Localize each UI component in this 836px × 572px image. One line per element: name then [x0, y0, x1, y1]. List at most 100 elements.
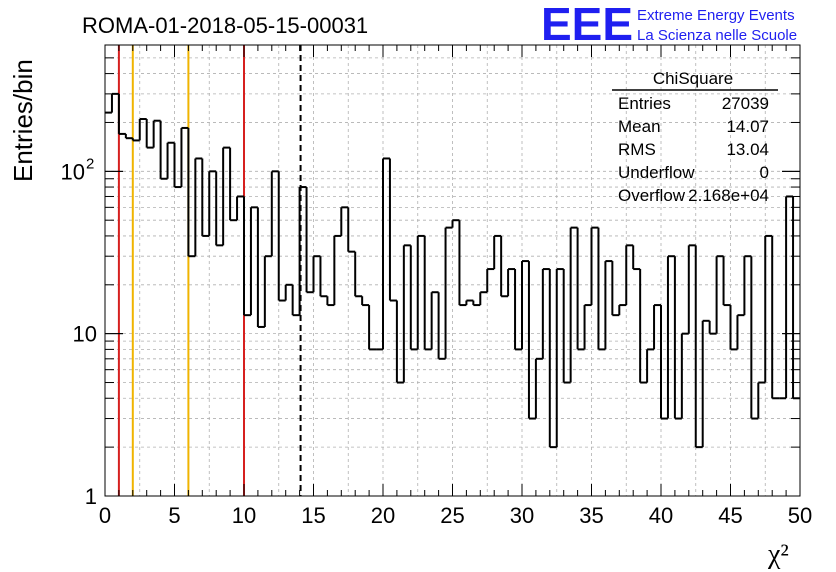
histogram-bin	[368, 305, 377, 351]
histogram-bin	[597, 227, 606, 351]
y-tick-label: 1	[85, 484, 97, 509]
histogram-bin	[277, 171, 286, 302]
histogram-bin	[437, 292, 446, 360]
histogram-bin	[201, 158, 210, 237]
histogram-bin	[507, 268, 516, 297]
stats-row-value: 0	[760, 163, 769, 182]
histogram-bin	[430, 291, 439, 350]
logo-line-2: La Scienza nelle Scuole	[637, 27, 797, 44]
histogram-bin	[534, 357, 543, 419]
histogram-bin	[583, 304, 592, 350]
histogram	[105, 92, 800, 449]
histogram-bin	[465, 299, 474, 306]
histogram-bin	[618, 304, 627, 316]
stats-row: Mean 14.07	[618, 117, 769, 136]
histogram-bin	[180, 126, 189, 188]
histogram-bin	[771, 235, 780, 400]
histogram-bin	[284, 283, 293, 301]
histogram-bin	[215, 171, 224, 247]
y-tick-label: 10	[73, 322, 97, 347]
grid	[105, 45, 800, 496]
stats-row-value: 14.07	[726, 117, 769, 136]
histogram-bin	[736, 314, 745, 350]
histogram-bin	[653, 304, 661, 350]
histogram-bin	[479, 291, 488, 306]
histogram-bin	[701, 319, 710, 448]
histogram-bin	[166, 141, 175, 179]
histogram-bin	[625, 244, 634, 306]
histogram-bin	[117, 93, 126, 135]
histogram-bin	[708, 320, 717, 335]
x-tick-label: 10	[232, 503, 256, 528]
stats-row-value: 27039	[722, 94, 769, 113]
histogram-bin	[382, 157, 390, 350]
x-tick-labels: 0 5 10 15 20 25 30 35 40 45 50	[99, 503, 812, 528]
histogram-bin	[340, 206, 349, 236]
axis-ticks	[104, 45, 801, 497]
histogram-bin	[423, 235, 432, 351]
chart-title: ROMA-01-2018-05-15-00031	[82, 13, 368, 38]
histogram-bin	[750, 256, 759, 420]
histogram-bin	[152, 119, 161, 148]
histogram-bin	[458, 220, 467, 307]
histogram-bin	[486, 268, 495, 293]
x-tick-label: 40	[649, 503, 673, 528]
y-tick-exponent: 2	[86, 155, 94, 172]
histogram-bin	[187, 127, 196, 258]
histogram-bin	[493, 234, 502, 270]
x-tick-label: 25	[440, 503, 464, 528]
reference-lines	[117, 45, 302, 496]
histogram-bin	[110, 92, 119, 113]
histogram-bin	[673, 256, 682, 420]
histogram-bin	[451, 219, 460, 228]
stats-box: ChiSquare Entries 27039 Mean 14.07 RMS 13.04 U…	[612, 69, 778, 205]
histogram-bin	[229, 147, 238, 222]
histogram-bin	[646, 348, 655, 383]
histogram-bin	[764, 234, 773, 383]
histogram-bin	[347, 207, 356, 253]
histogram-bin	[388, 158, 397, 302]
histogram-bin	[569, 226, 578, 383]
x-tick-label: 0	[99, 503, 111, 528]
histogram-bin	[409, 245, 418, 351]
stats-row-label: Mean	[618, 117, 661, 136]
histogram-bin	[402, 244, 411, 383]
histogram-bin	[305, 187, 314, 294]
histogram-bin	[444, 226, 453, 359]
histogram-bin	[611, 261, 620, 317]
histogram-bin	[333, 234, 342, 306]
histogram-bin	[729, 305, 738, 351]
y-axis-title: Entries/bin	[8, 59, 38, 182]
x-tick-label: 5	[168, 503, 180, 528]
stats-row-label: Underflow	[618, 163, 695, 182]
histogram-bin	[785, 195, 794, 399]
histogram-bin	[639, 269, 648, 384]
logo-line-1: Extreme Energy Events	[637, 7, 795, 24]
histogram-bin	[590, 226, 599, 306]
x-axis-title: χ²	[767, 539, 789, 570]
histogram-bin	[541, 268, 550, 359]
stats-row-value: 2.168e+04	[688, 186, 769, 205]
histogram-bin	[687, 244, 696, 334]
histogram-bin	[131, 138, 140, 142]
histogram-bin	[145, 119, 154, 149]
histogram-bin	[208, 170, 217, 236]
x-tick-label: 30	[510, 503, 534, 528]
eee-logo: EEE Extreme Energy Events La Scienza nel…	[541, 0, 797, 50]
histogram-bin	[632, 245, 641, 271]
histogram-bin	[236, 195, 244, 221]
stats-row: RMS 13.04	[618, 140, 769, 159]
histogram-bin	[743, 255, 752, 316]
histogram-bin	[263, 255, 272, 327]
stats-rows: Entries 27039 Mean 14.07 RMS 13.04 Underflow 0 O…	[618, 94, 769, 205]
histogram-bin	[291, 284, 300, 317]
histogram-bin	[555, 268, 564, 448]
x-tick-label: 45	[718, 503, 742, 528]
histogram-bin	[138, 118, 147, 141]
histogram-bin	[757, 381, 766, 419]
histogram-bin	[249, 206, 258, 316]
y-tick-label: 10	[61, 159, 85, 184]
histogram-bin	[792, 196, 800, 400]
